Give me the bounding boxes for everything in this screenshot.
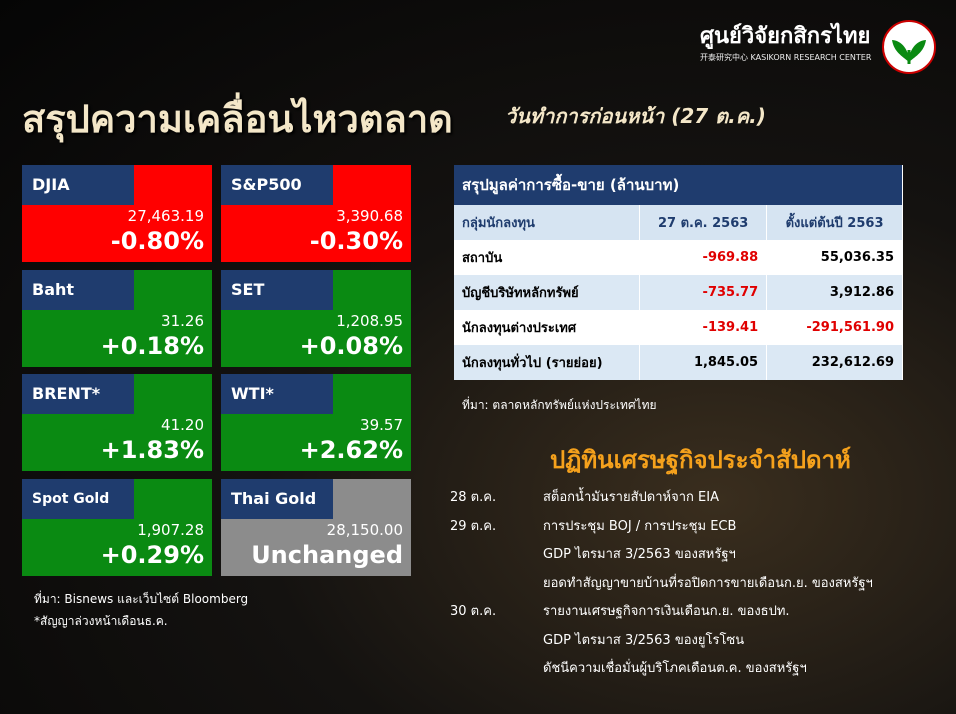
table-source: ที่มา: ตลาดหลักทรัพย์แห่งประเทศไทย bbox=[462, 398, 657, 412]
tile-value: 1,907.28 bbox=[137, 520, 204, 539]
calendar-item: ยอดทำสัญญาขายบ้านที่รอปิดการขายเดือนก.ย.… bbox=[543, 575, 873, 591]
tile: DJIA 27,463.19 -0.80% bbox=[22, 165, 212, 262]
tile-value: 41.20 bbox=[161, 416, 204, 434]
tile-note: *สัญญาล่วงหน้าเดือนธ.ค. bbox=[34, 614, 168, 628]
table-header: ตั้งแต่ต้นปี 2563 bbox=[766, 205, 903, 240]
tile-note: ที่มา: Bisnews และเว็บไซต์ Bloomberg bbox=[34, 592, 249, 606]
tile-value: 27,463.19 bbox=[127, 207, 204, 225]
table-cell: -735.77 bbox=[639, 275, 768, 310]
tile-name: DJIA bbox=[22, 165, 134, 205]
tile: SET 1,208.95 +0.08% bbox=[221, 269, 411, 367]
tile-change: -0.80% bbox=[110, 227, 204, 255]
tile-name: SET bbox=[221, 269, 333, 310]
table-title: สรุปมูลค่าการซื้อ-ขาย (ล้านบาท) bbox=[454, 165, 903, 205]
calendar-item: รายงานเศรษฐกิจการเงินเดือนก.ย. ของธปท. bbox=[543, 604, 790, 619]
tile-change: +1.83% bbox=[100, 436, 204, 464]
subtitle: วันทำการก่อนหน้า (27 ต.ค.) bbox=[505, 104, 766, 128]
table-cell: 55,036.35 bbox=[766, 240, 903, 275]
tile-change: +2.62% bbox=[299, 436, 403, 464]
calendar-date: 29 ต.ค. bbox=[450, 518, 497, 534]
org-name: ศูนย์วิจัยกสิกรไทย bbox=[700, 24, 871, 49]
table-cell: นักลงทุนต่างประเทศ bbox=[454, 310, 641, 345]
tile-value: 31.26 bbox=[161, 311, 204, 330]
table-header: กลุ่มนักลงทุน bbox=[454, 205, 641, 240]
table-cell: -139.41 bbox=[639, 310, 768, 345]
table-cell: 1,845.05 bbox=[639, 345, 768, 380]
table-cell: บัญชีบริษัทหลักทรัพย์ bbox=[454, 275, 641, 310]
tile-name: S&P500 bbox=[221, 165, 333, 205]
tile: Baht 31.26 +0.18% bbox=[22, 269, 212, 367]
title: สรุปความเคลื่อนไหวตลาด bbox=[22, 97, 453, 141]
table-cell: 232,612.69 bbox=[766, 345, 903, 380]
tile: Thai Gold 28,150.00 Unchanged bbox=[221, 478, 411, 576]
table-row: นักลงทุนต่างประเทศ -139.41 -291,561.90 bbox=[454, 310, 903, 345]
tile-change: -0.30% bbox=[309, 227, 403, 255]
table-cell: -291,561.90 bbox=[766, 310, 903, 345]
tile-change: +0.18% bbox=[100, 331, 204, 360]
logo bbox=[882, 20, 936, 74]
tile-name: Thai Gold bbox=[221, 478, 333, 519]
calendar-item: GDP ไตรมาส 3/2563 ของยูโรโซน bbox=[543, 632, 745, 648]
table-cell: 3,912.86 bbox=[766, 275, 903, 310]
table-cell: -969.88 bbox=[639, 240, 768, 275]
table-cell: นักลงทุนทั่วไป (รายย่อย) bbox=[454, 345, 641, 380]
table-row: บัญชีบริษัทหลักทรัพย์ -735.77 3,912.86 bbox=[454, 275, 903, 310]
calendar-item: ดัชนีความเชื่อมั่นผู้บริโภคเดือนต.ค. ของ… bbox=[543, 661, 807, 676]
table-row: สถาบัน -969.88 55,036.35 bbox=[454, 240, 903, 275]
tile: S&P500 3,390.68 -0.30% bbox=[221, 165, 411, 262]
tile-name: Spot Gold bbox=[22, 478, 134, 519]
calendar-item: การประชุม BOJ / การประชุม ECB bbox=[543, 518, 737, 534]
table-row: นักลงทุนทั่วไป (รายย่อย) 1,845.05 232,612.… bbox=[454, 345, 903, 380]
tile-value: 28,150.00 bbox=[326, 520, 403, 539]
calendar-item: สต็อกน้ำมันรายสัปดาห์จาก EIA bbox=[543, 490, 719, 505]
tile-value: 3,390.68 bbox=[336, 207, 403, 225]
tile-change: Unchanged bbox=[251, 540, 403, 569]
table-header: 27 ต.ค. 2563 bbox=[639, 205, 768, 240]
table-cell: สถาบัน bbox=[454, 240, 641, 275]
calendar-date: 30 ต.ค. bbox=[450, 604, 497, 619]
tile-value: 39.57 bbox=[360, 416, 403, 434]
tile-change: +0.29% bbox=[100, 540, 204, 569]
tile: WTI* 39.57 +2.62% bbox=[221, 374, 411, 471]
trade-table: สรุปมูลค่าการซื้อ-ขาย (ล้านบาท) กลุ่มนัก… bbox=[454, 165, 903, 380]
tile-name: WTI* bbox=[221, 374, 333, 414]
tile-change: +0.08% bbox=[299, 331, 403, 360]
tile: BRENT* 41.20 +1.83% bbox=[22, 374, 212, 471]
org-subname: 开泰研究中心 KASIKORN RESEARCH CENTER bbox=[700, 53, 872, 62]
calendar-date: 28 ต.ค. bbox=[450, 490, 497, 505]
tile-value: 1,208.95 bbox=[336, 311, 403, 330]
calendar-title: ปฏิทินเศรษฐกิจประจำสัปดาห์ bbox=[550, 446, 851, 474]
calendar-item: GDP ไตรมาส 3/2563 ของสหรัฐฯ bbox=[543, 547, 736, 562]
tile: Spot Gold 1,907.28 +0.29% bbox=[22, 478, 212, 576]
tile-name: Baht bbox=[22, 269, 134, 310]
tile-name: BRENT* bbox=[22, 374, 134, 414]
